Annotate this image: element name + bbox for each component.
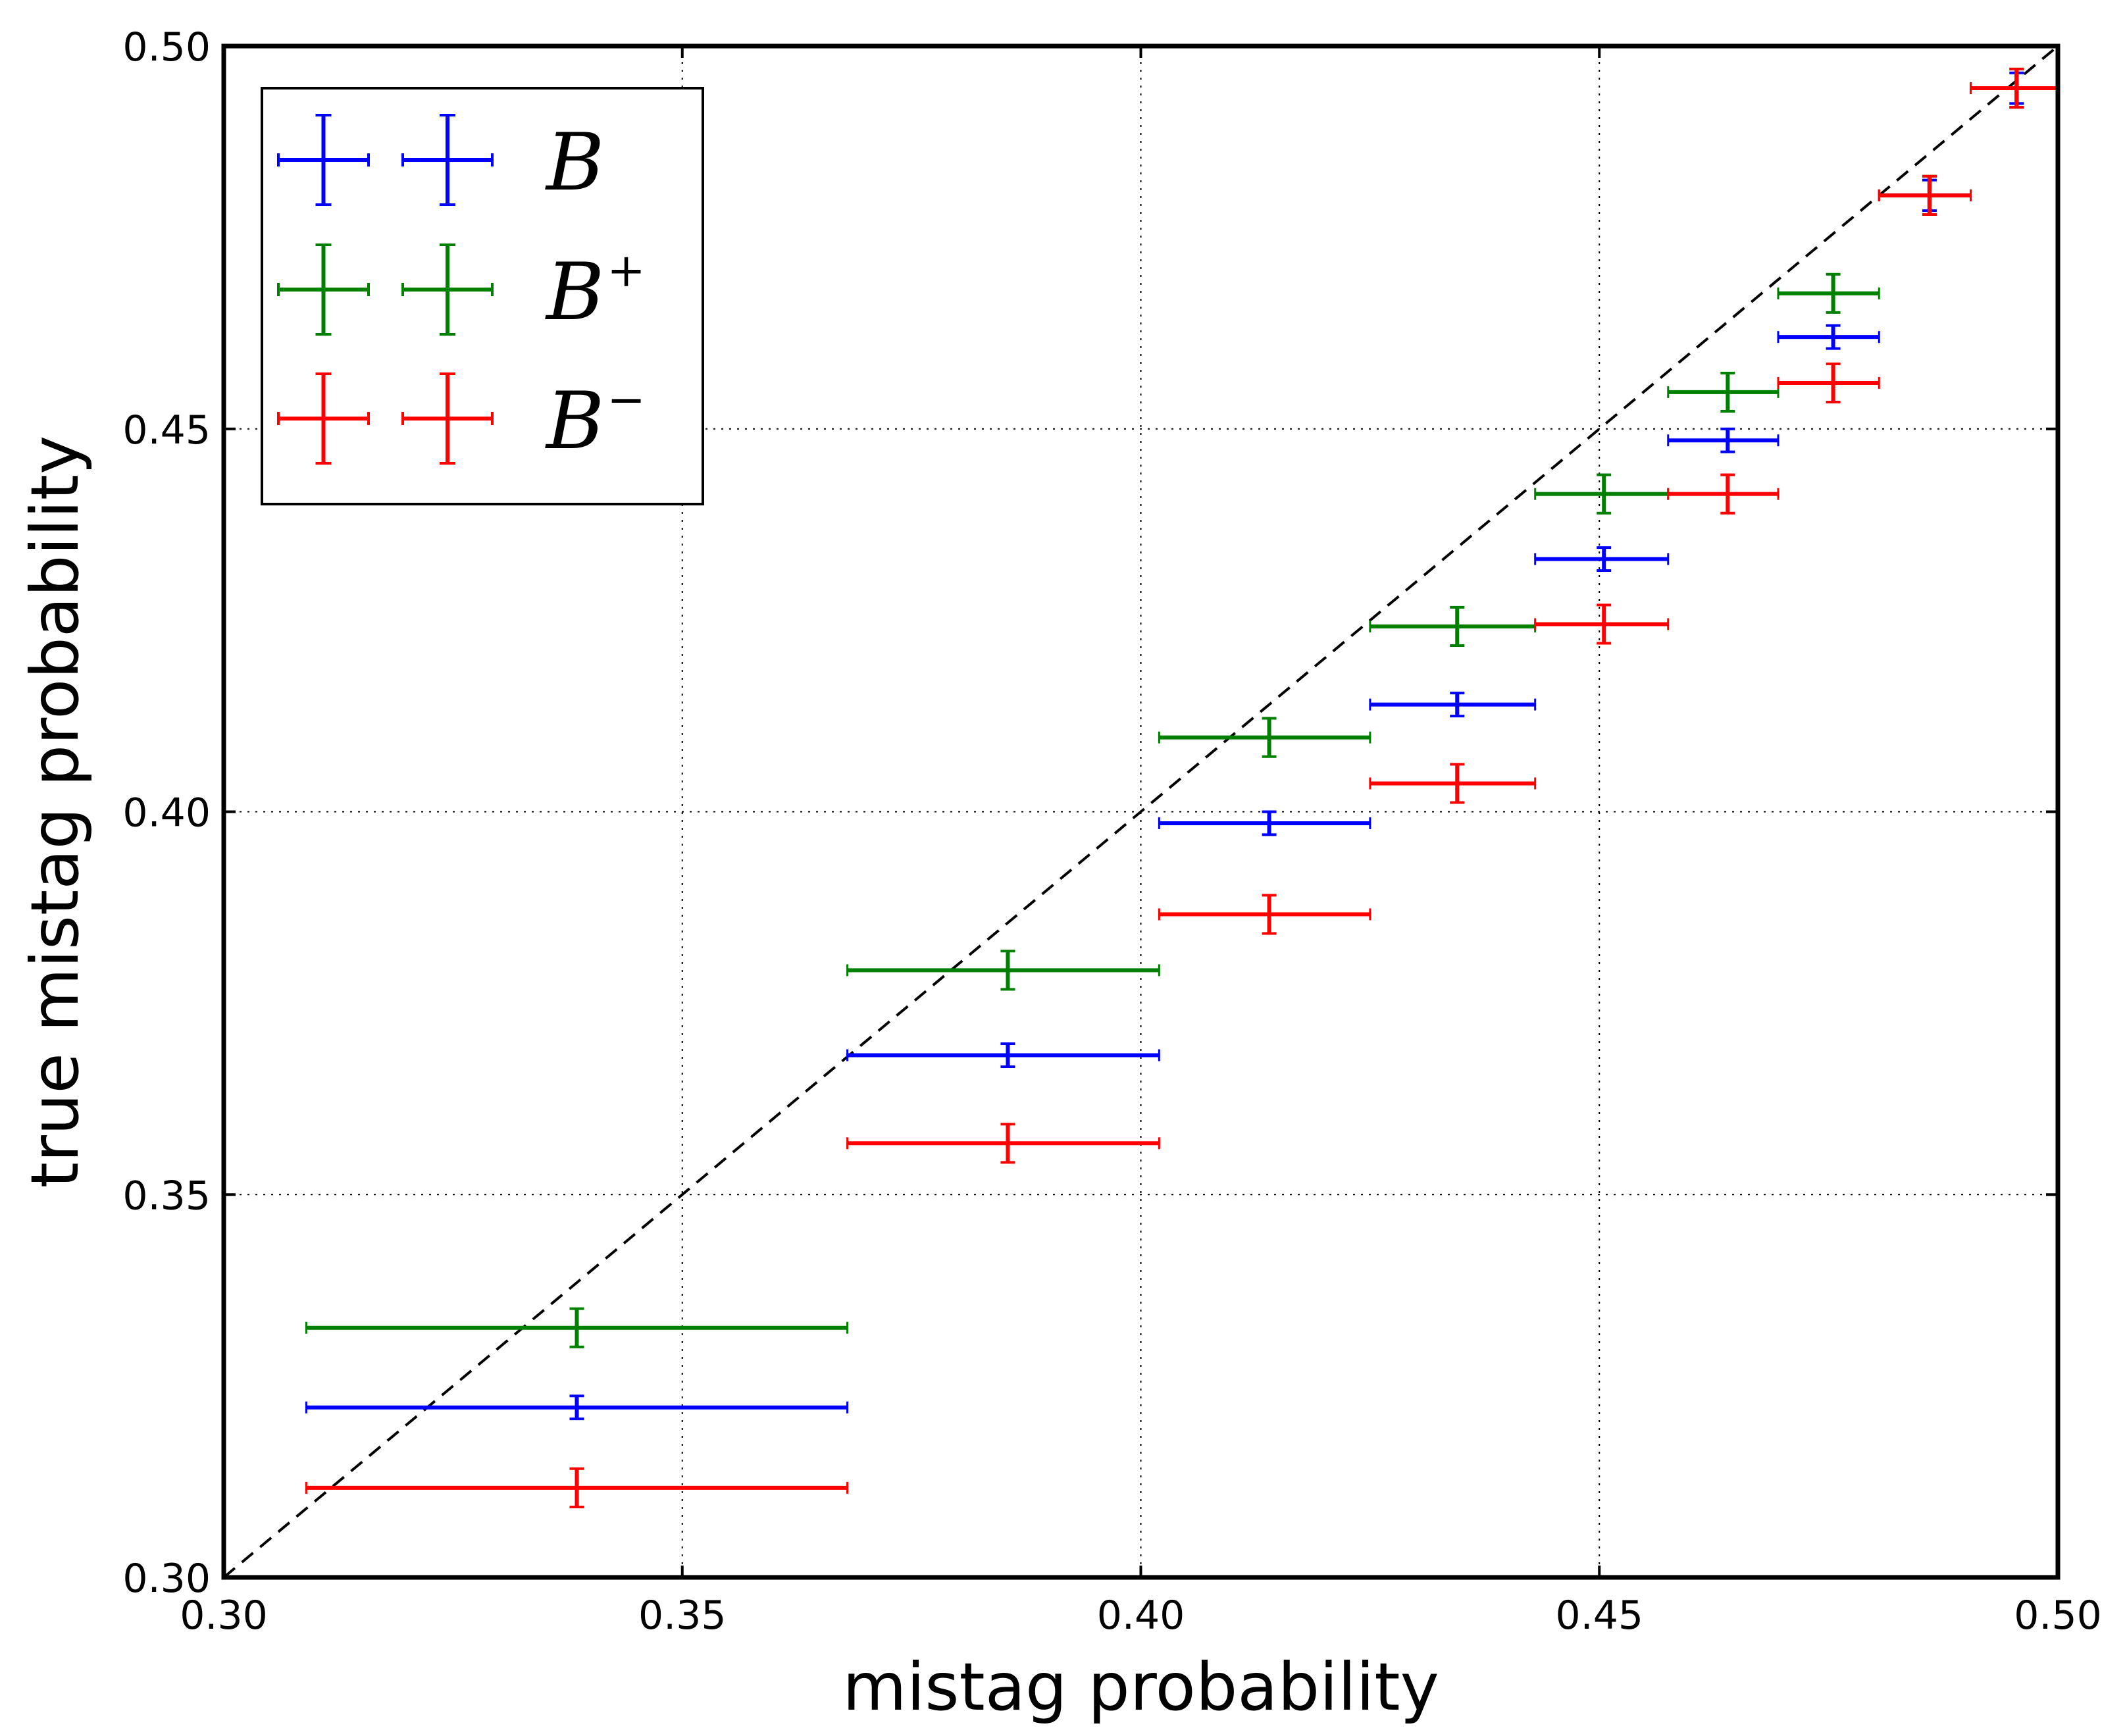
y-axis-label: true mistag probability bbox=[16, 436, 93, 1188]
y-tick-label: 0.35 bbox=[122, 1173, 211, 1219]
axis-ticks: 0.30 0.35 0.40 0.45 0.50 0.30 0.35 0.40 0.45 0.50 bbox=[122, 24, 2101, 1639]
series-layer bbox=[305, 67, 2059, 1508]
data-point bbox=[305, 1467, 849, 1508]
data-point bbox=[846, 1042, 1160, 1068]
x-tick-label: 0.30 bbox=[180, 1593, 268, 1639]
data-point bbox=[1667, 473, 1779, 515]
x-tick-label: 0.45 bbox=[1555, 1593, 1643, 1639]
legend-label: B bbox=[545, 117, 604, 209]
data-point bbox=[1369, 763, 1537, 804]
legend-entry: B+ bbox=[277, 243, 646, 338]
data-point bbox=[1667, 371, 1779, 413]
data-point bbox=[846, 950, 1160, 991]
diagonal-reference-line bbox=[222, 45, 2059, 1579]
y-tick-label: 0.45 bbox=[122, 407, 211, 453]
data-point bbox=[1667, 427, 1779, 453]
data-point bbox=[1878, 174, 1972, 216]
x-tick-label: 0.35 bbox=[638, 1593, 727, 1639]
x-tick-label: 0.50 bbox=[2014, 1593, 2102, 1639]
legend-box bbox=[261, 87, 704, 505]
series-Bminus bbox=[305, 67, 2059, 1508]
y-tick-label: 0.40 bbox=[122, 790, 211, 836]
series-Bplus bbox=[305, 67, 2059, 1348]
data-point bbox=[305, 1394, 849, 1421]
legend: B B+ B− bbox=[261, 87, 704, 505]
data-point bbox=[1534, 473, 1670, 515]
data-point bbox=[1777, 324, 1880, 350]
data-point bbox=[1777, 272, 1880, 314]
x-tick-label: 0.40 bbox=[1097, 1593, 1185, 1639]
data-point bbox=[1158, 894, 1371, 935]
legend-entry: B− bbox=[277, 372, 646, 467]
data-point bbox=[1534, 546, 1670, 572]
legend-entry: B bbox=[277, 114, 604, 209]
data-point bbox=[846, 1123, 1160, 1164]
data-point bbox=[1158, 717, 1371, 758]
y-tick-label: 0.50 bbox=[122, 24, 211, 70]
x-axis-label: mistag probability bbox=[842, 1648, 1439, 1725]
data-point bbox=[1369, 692, 1537, 718]
data-point bbox=[1777, 362, 1880, 404]
data-point bbox=[305, 1307, 849, 1348]
y-tick-label: 0.30 bbox=[122, 1556, 211, 1602]
data-point bbox=[1158, 810, 1371, 836]
legend-label: B+ bbox=[545, 243, 646, 338]
legend-label: B− bbox=[545, 372, 646, 467]
data-point bbox=[1534, 603, 1670, 645]
